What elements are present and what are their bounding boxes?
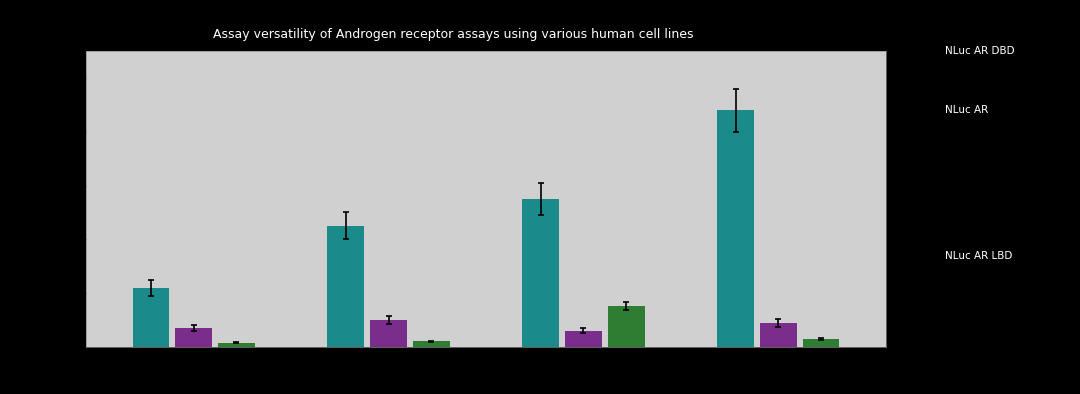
Bar (414, 341, 449, 347)
Y-axis label: Fold Induction: Fold Induction (43, 160, 53, 238)
Bar (804, 339, 839, 347)
Bar (218, 343, 255, 347)
Bar (175, 328, 212, 347)
Text: Assay versatility of Androgen receptor assays using various human cell lines: Assay versatility of Androgen receptor a… (214, 28, 693, 41)
Text: NLuc AR: NLuc AR (945, 105, 988, 115)
Bar (370, 320, 407, 347)
Bar (608, 307, 645, 347)
Bar (565, 331, 602, 347)
Bar (717, 110, 754, 347)
Bar (523, 199, 558, 347)
Bar (760, 323, 797, 347)
Bar (133, 288, 168, 347)
Text: NLuc AR LBD: NLuc AR LBD (945, 251, 1012, 261)
Bar (327, 226, 364, 347)
Text: NLuc AR DBD: NLuc AR DBD (945, 46, 1014, 56)
